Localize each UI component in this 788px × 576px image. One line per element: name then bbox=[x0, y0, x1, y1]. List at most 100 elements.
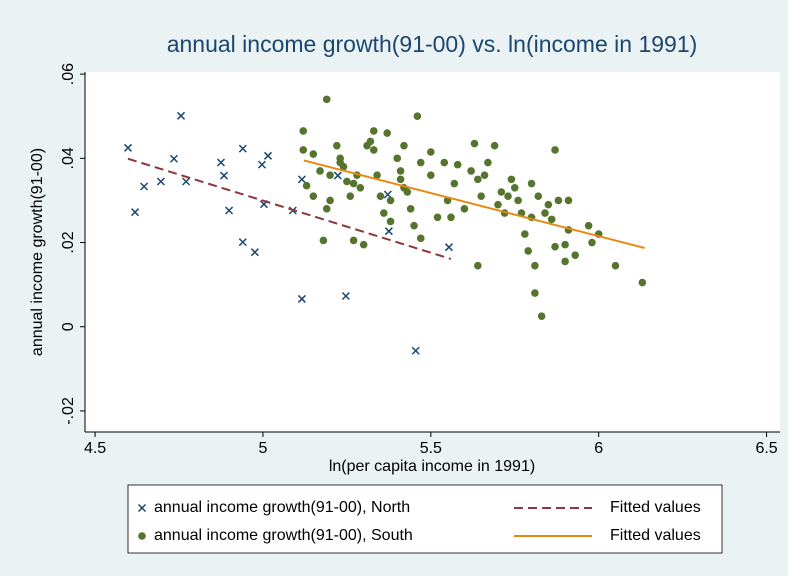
y-axis-label: annual income growth(91-00) bbox=[29, 148, 46, 356]
circle-marker bbox=[554, 196, 563, 205]
x-marker bbox=[238, 144, 247, 153]
circle-marker bbox=[541, 209, 549, 217]
circle-marker bbox=[453, 160, 462, 169]
circle-marker bbox=[369, 127, 378, 135]
circle-marker bbox=[470, 139, 479, 148]
circle-marker bbox=[584, 221, 593, 230]
circle-marker bbox=[138, 532, 146, 540]
circle-marker bbox=[366, 137, 375, 146]
circle-marker bbox=[356, 183, 365, 192]
circle-marker bbox=[494, 200, 502, 209]
x-marker bbox=[297, 294, 306, 303]
circle-marker bbox=[521, 230, 529, 238]
legend-label: Fitted values bbox=[610, 499, 701, 516]
y-tick-label: .04 bbox=[60, 147, 77, 169]
circle-marker bbox=[504, 192, 512, 201]
circle-marker bbox=[383, 129, 391, 137]
circle-marker bbox=[490, 141, 499, 150]
circle-marker bbox=[427, 148, 435, 156]
circle-marker bbox=[571, 251, 579, 259]
circle-marker bbox=[531, 289, 539, 297]
x-marker bbox=[250, 248, 259, 257]
x-marker bbox=[140, 182, 149, 191]
x-marker bbox=[216, 158, 226, 167]
y-tick-label: .02 bbox=[60, 231, 77, 253]
circle-marker bbox=[400, 141, 408, 150]
circle-marker bbox=[316, 167, 324, 175]
circle-marker bbox=[474, 175, 482, 184]
x-marker bbox=[225, 206, 234, 215]
circle-marker bbox=[322, 95, 331, 104]
circle-marker bbox=[309, 150, 318, 158]
circle-marker bbox=[564, 196, 573, 205]
circle-marker bbox=[497, 188, 506, 196]
x-tick-label: 5 bbox=[258, 440, 267, 457]
circle-marker bbox=[510, 183, 519, 192]
circle-marker bbox=[547, 215, 556, 224]
circle-marker bbox=[531, 261, 539, 270]
circle-marker bbox=[551, 146, 559, 154]
circle-marker bbox=[376, 192, 385, 201]
circle-marker bbox=[477, 192, 485, 201]
circle-marker bbox=[467, 167, 475, 175]
circle-marker bbox=[326, 171, 334, 179]
x-marker bbox=[219, 171, 229, 180]
x-marker bbox=[297, 175, 306, 184]
legend-item: Fitted values bbox=[514, 499, 701, 516]
circle-marker bbox=[326, 196, 334, 205]
circle-marker bbox=[588, 238, 596, 247]
circle-marker bbox=[537, 312, 546, 321]
circle-marker bbox=[484, 158, 492, 167]
circle-marker bbox=[534, 192, 543, 201]
circle-marker bbox=[427, 171, 435, 179]
x-marker bbox=[444, 243, 453, 252]
x-marker bbox=[238, 238, 247, 247]
x-marker bbox=[263, 151, 273, 160]
circle-marker bbox=[551, 242, 559, 251]
x-marker bbox=[130, 208, 140, 217]
circle-marker bbox=[386, 217, 395, 226]
circle-marker bbox=[346, 192, 355, 201]
fit-line bbox=[127, 157, 452, 260]
legend-label: Fitted values bbox=[610, 527, 701, 544]
y-tick-label: -.02 bbox=[60, 397, 77, 425]
legend-item: annual income growth(91-00), North bbox=[137, 499, 410, 516]
circle-marker bbox=[507, 175, 516, 184]
circle-marker bbox=[299, 146, 308, 154]
x-marker bbox=[176, 111, 186, 120]
circle-marker bbox=[396, 175, 405, 184]
circle-marker bbox=[416, 158, 425, 167]
circle-marker bbox=[393, 154, 402, 163]
x-axis-label: ln(per capita income in 1991) bbox=[329, 458, 535, 475]
plot-area bbox=[85, 72, 780, 432]
x-tick-label: 6.5 bbox=[755, 440, 777, 457]
x-tick-label: 6 bbox=[594, 440, 603, 457]
legend-item: Fitted values bbox=[514, 527, 701, 544]
x-marker bbox=[257, 160, 266, 169]
circle-marker bbox=[544, 200, 553, 209]
circle-marker bbox=[349, 179, 358, 188]
circle-marker bbox=[386, 196, 395, 205]
x-tick-label: 4.5 bbox=[84, 440, 106, 457]
circle-marker bbox=[460, 205, 469, 213]
circle-marker bbox=[380, 209, 388, 217]
circle-marker bbox=[319, 236, 328, 245]
x-marker bbox=[384, 227, 393, 236]
circle-marker bbox=[359, 240, 368, 249]
x-marker bbox=[411, 346, 420, 355]
circle-marker bbox=[561, 240, 569, 249]
circle-marker bbox=[410, 221, 418, 230]
circle-marker bbox=[440, 158, 449, 167]
circle-marker bbox=[339, 162, 348, 171]
x-tick-label: 5.5 bbox=[420, 440, 442, 457]
circle-marker bbox=[406, 205, 415, 213]
circle-marker bbox=[396, 167, 405, 175]
circle-marker bbox=[309, 192, 318, 201]
circle-marker bbox=[302, 181, 311, 190]
legend-item: annual income growth(91-00), South bbox=[138, 527, 413, 544]
chart-title: annual income growth(91-00) vs. ln(incom… bbox=[167, 31, 698, 57]
circle-marker bbox=[474, 261, 482, 270]
circle-marker bbox=[638, 278, 647, 287]
